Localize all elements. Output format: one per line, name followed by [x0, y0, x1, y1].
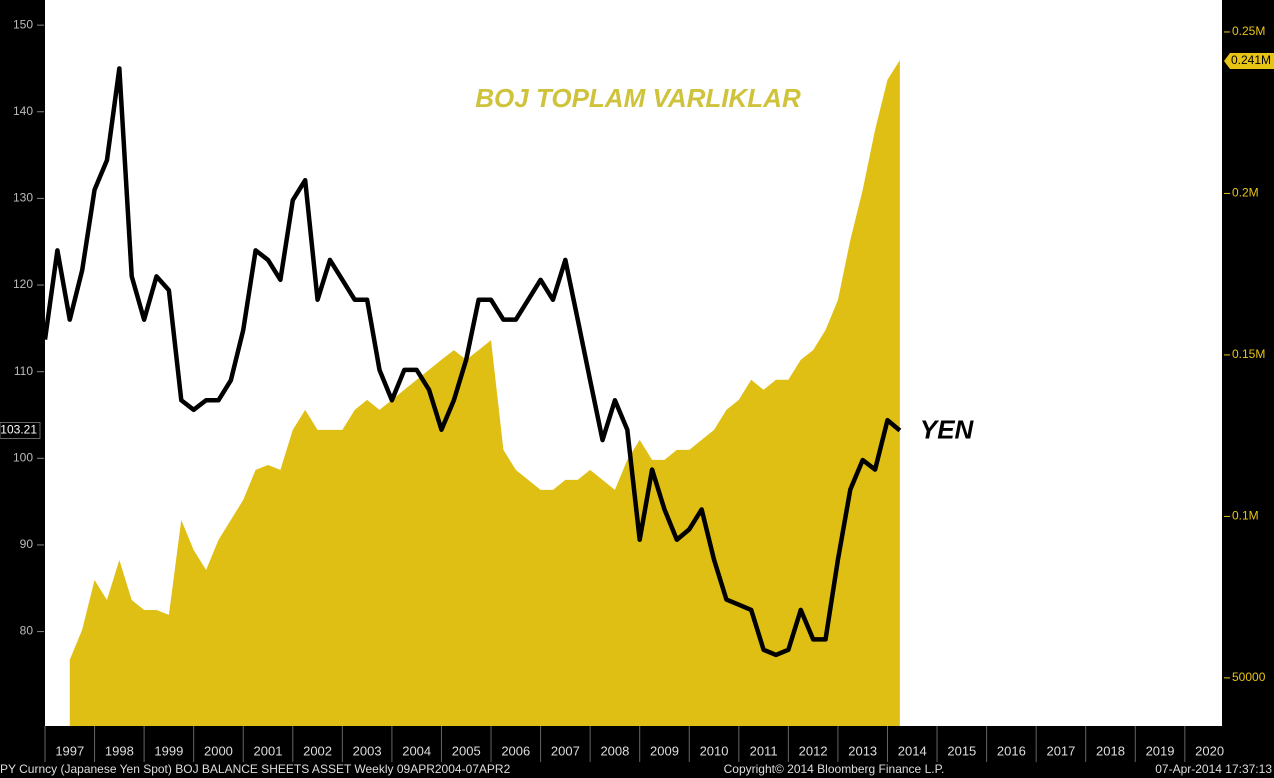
y2-tick-label: 0.1M: [1232, 509, 1259, 523]
y-tick-label: 140: [13, 104, 33, 118]
x-tick-label: 2015: [947, 743, 976, 758]
x-tick-label: 2010: [700, 743, 729, 758]
y-tick-label: 120: [13, 277, 33, 291]
y2-tick-label: 50000: [1232, 670, 1266, 684]
x-tick-label: 2009: [650, 743, 679, 758]
y-tick-label: 100: [13, 450, 33, 464]
footer-right: 07-Apr-2014 17:37:13: [1155, 762, 1272, 776]
x-tick-label: 2017: [1046, 743, 1075, 758]
x-tick-label: 2008: [600, 743, 629, 758]
current-value-label: 103.21: [0, 423, 37, 437]
x-tick-label: 2012: [799, 743, 828, 758]
x-tick-label: 1997: [55, 743, 84, 758]
x-tick-label: 2018: [1096, 743, 1125, 758]
x-tick-label: 2014: [898, 743, 927, 758]
x-tick-label: 2016: [997, 743, 1026, 758]
y-tick-label: 150: [13, 17, 33, 31]
x-tick-label: 2020: [1195, 743, 1224, 758]
y-tick-label: 110: [14, 364, 33, 378]
footer-center: Copyright© 2014 Bloomberg Finance L.P.: [724, 762, 945, 776]
x-tick-label: 2000: [204, 743, 233, 758]
asset-area: [69, 60, 900, 726]
current-value-box: [1224, 53, 1274, 70]
x-tick-label: 2005: [452, 743, 481, 758]
current-value-label: 0.241M: [1231, 53, 1271, 67]
y2-tick-label: 0.25M: [1232, 24, 1265, 38]
chart-title: BOJ TOPLAM VARLIKLAR: [475, 83, 801, 113]
x-tick-label: 2001: [254, 743, 283, 758]
footer-left: JPY Curncy (Japanese Yen Spot) BOJ BALAN…: [0, 762, 511, 776]
x-tick-label: 1999: [154, 743, 183, 758]
yen-line: [42, 66, 902, 658]
x-tick-label: 1998: [105, 743, 134, 758]
x-tick-label: 2004: [402, 743, 431, 758]
current-value-box: [0, 421, 41, 439]
plot-layer: [42, 60, 902, 726]
x-tick-label: 2013: [848, 743, 877, 758]
y-tick-label: 130: [13, 191, 33, 205]
x-tick-label: 2002: [303, 743, 332, 758]
y2-tick-label: 0.2M: [1232, 186, 1259, 200]
y-tick-label: 90: [20, 537, 34, 551]
series-label: YEN: [920, 414, 975, 444]
x-tick-label: 2006: [501, 743, 530, 758]
x-tick-label: 2007: [551, 743, 580, 758]
x-tick-label: 2011: [750, 743, 778, 758]
x-tick-label: 2003: [353, 743, 382, 758]
y2-tick-label: 0.15M: [1232, 347, 1265, 361]
y-tick-label: 80: [20, 624, 34, 638]
x-tick-label: 2019: [1146, 743, 1175, 758]
